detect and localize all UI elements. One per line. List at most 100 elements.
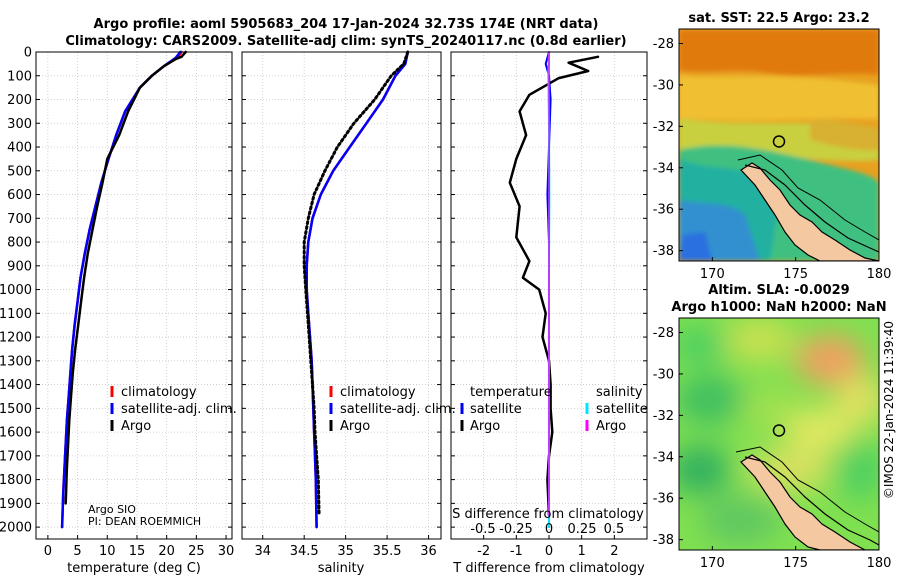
sst-map: 170 175 180 -28 -30 -32 -34 -36 -38 <box>653 29 892 282</box>
map-y-tick-label: -36 <box>653 492 674 507</box>
sla-map: 170 175 180 -28 -30 -32 -34 -36 -38 <box>653 318 892 571</box>
salinity-xlabel: salinity <box>318 561 365 576</box>
legend-label-sal-satellite: satellite <box>596 402 648 417</box>
sst-field <box>679 30 879 261</box>
x-tick-label: 30 <box>218 544 235 559</box>
x-tick-label: 35 <box>337 544 354 559</box>
salinity-panel: 34 34.5 35 35.5 36 salinity climatology sate… <box>242 52 456 576</box>
y-tick-label: 2000 <box>0 521 32 536</box>
x-tick-label: 2 <box>610 544 618 559</box>
map-y-tick-label: -30 <box>653 78 674 93</box>
y-tick-label: 700 <box>7 212 32 227</box>
series-line-argo <box>66 52 186 503</box>
map-y-tick-label: -34 <box>653 161 674 176</box>
y-tick-label: 1600 <box>0 426 32 441</box>
legend-label-temp-argo: Argo <box>470 419 500 434</box>
map-y-tick-label: -38 <box>653 533 674 548</box>
x-tick-label: 25 <box>188 544 205 559</box>
legend-label-temp-satellite: satellite <box>470 402 522 417</box>
x-tick-label: 34.5 <box>290 544 319 559</box>
legend-title-temperature: temperature <box>470 385 552 400</box>
top-tick-label: -0.5 <box>470 522 495 537</box>
y-tick-label: 500 <box>7 164 32 179</box>
x-tick-label: -1 <box>510 544 523 559</box>
legend-label-argo: Argo <box>340 419 370 434</box>
salinity-panel-frame <box>242 52 441 539</box>
top-tick-label: -0.25 <box>499 522 533 537</box>
y-tick-label: 1900 <box>0 497 32 512</box>
y-tick-label: 600 <box>7 188 32 203</box>
y-tick-label: 0 <box>24 46 32 61</box>
map-x-tick-label: 170 <box>700 267 725 282</box>
map-y-tick-label: -32 <box>653 120 674 135</box>
map-y-tick-label: -34 <box>653 450 674 465</box>
top-tick-label: 0.5 <box>604 522 625 537</box>
legend-label-climatology: climatology <box>121 385 197 400</box>
legend-title-salinity: salinity <box>596 385 643 400</box>
temperature-xlabel: temperature (deg C) <box>67 561 201 576</box>
y-tick-label: 400 <box>7 141 32 156</box>
x-tick-label: 10 <box>99 544 116 559</box>
map-y-tick-label: -30 <box>653 367 674 382</box>
sla-map-title-line2: Argo h1000: NaN h2000: NaN <box>671 300 886 315</box>
y-tick-label: 200 <box>7 93 32 108</box>
difference-legend-temperature: temperature satellite Argo <box>462 385 552 434</box>
map-y-tick-label: -38 <box>653 244 674 259</box>
map-x-tick-label: 180 <box>867 267 892 282</box>
top-tick-label: 0.25 <box>568 522 597 537</box>
top-tick-label: 0 <box>545 522 553 537</box>
legend-label-argo: Argo <box>121 419 151 434</box>
legend-label-sal-argo: Argo <box>596 419 626 434</box>
map-y-tick-label: -36 <box>653 203 674 218</box>
difference-panel: -2 -1 0 1 2 T difference from climatology S … <box>451 52 648 576</box>
salinity-legend: climatology satellite-adj. clim. Argo <box>331 385 456 434</box>
x-tick-label: 5 <box>73 544 81 559</box>
y-tick-label: 800 <box>7 236 32 251</box>
x-tick-label: 36 <box>420 544 437 559</box>
difference-top-xlabel: S difference from climatology <box>452 507 644 522</box>
series-line-argo <box>304 52 408 515</box>
x-tick-label: 34 <box>254 544 271 559</box>
map-x-tick-label: 175 <box>783 267 808 282</box>
y-tick-label: 1500 <box>0 402 32 417</box>
x-tick-label: 0 <box>545 544 553 559</box>
legend-label-climatology: climatology <box>340 385 416 400</box>
y-tick-label: 1800 <box>0 473 32 488</box>
argo-info-line2: PI: DEAN ROEMMICH <box>88 515 201 528</box>
map-x-tick-label: 180 <box>867 556 892 571</box>
x-tick-label: 15 <box>129 544 146 559</box>
y-tick-label: 1100 <box>0 307 32 322</box>
temperature-panel: 0100200300400500600700800900100011001200… <box>0 46 237 577</box>
map-x-tick-label: 175 <box>783 556 808 571</box>
sla-map-title-line1: Altim. SLA: -0.0029 <box>708 283 849 298</box>
x-tick-label: 35.5 <box>373 544 402 559</box>
y-tick-label: 1400 <box>0 378 32 393</box>
figure-title-line2: Climatology: CARS2009. Satellite-adj cli… <box>65 34 626 49</box>
map-y-tick-label: -28 <box>653 326 674 341</box>
sst-map-title: sat. SST: 22.5 Argo: 23.2 <box>688 11 869 26</box>
temperature-legend: climatology satellite-adj. clim. Argo <box>112 385 237 434</box>
difference-xlabel: T difference from climatology <box>452 561 645 576</box>
x-tick-label: 1 <box>578 544 586 559</box>
y-tick-label: 1200 <box>0 331 32 346</box>
y-tick-label: 1300 <box>0 354 32 369</box>
difference-legend-salinity: salinity satellite Argo <box>587 385 648 434</box>
map-y-tick-label: -28 <box>653 37 674 52</box>
y-tick-label: 300 <box>7 117 32 132</box>
legend-label-satellite-adj: satellite-adj. clim. <box>121 402 237 417</box>
legend-label-satellite-adj: satellite-adj. clim. <box>340 402 456 417</box>
imos-credit: ©IMOS 22-Jan-2024 11:39:40 <box>882 321 896 499</box>
difference-top-ticks: -0.5 -0.25 0 0.25 0.5 <box>470 522 624 537</box>
y-tick-label: 1000 <box>0 283 32 298</box>
x-tick-label: 20 <box>158 544 175 559</box>
map-y-tick-label: -32 <box>653 409 674 424</box>
y-tick-label: 100 <box>7 69 32 84</box>
figure-title-line1: Argo profile: aoml 5905683_204 17-Jan-20… <box>94 17 599 32</box>
map-x-tick-label: 170 <box>700 556 725 571</box>
series-line-temperature-argo <box>510 57 598 515</box>
x-tick-label: -2 <box>477 544 490 559</box>
y-tick-label: 1700 <box>0 449 32 464</box>
x-tick-label: 0 <box>44 544 52 559</box>
